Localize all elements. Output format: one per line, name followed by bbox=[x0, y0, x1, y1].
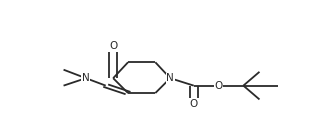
Text: O: O bbox=[109, 41, 117, 51]
Text: O: O bbox=[190, 99, 198, 109]
Text: O: O bbox=[214, 81, 223, 91]
Text: N: N bbox=[82, 73, 90, 83]
Text: N: N bbox=[166, 73, 174, 83]
